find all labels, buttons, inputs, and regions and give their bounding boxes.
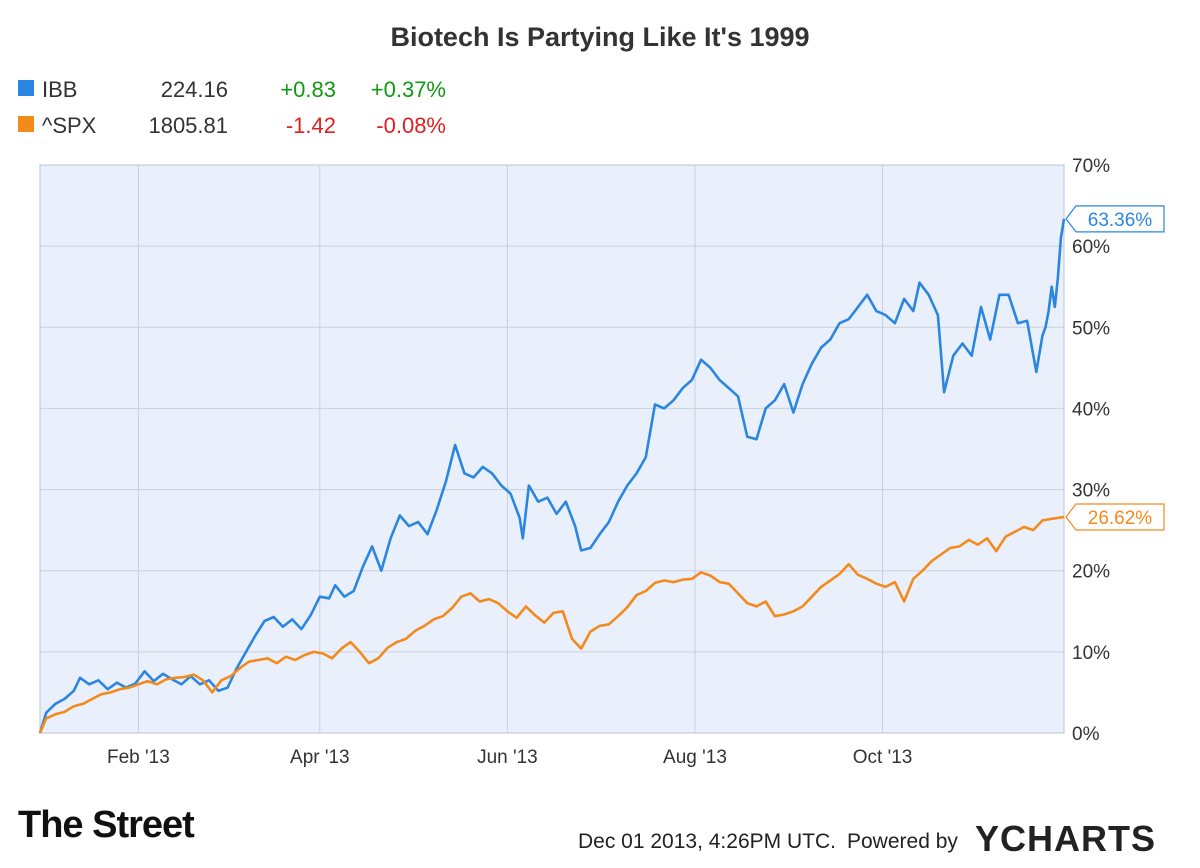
end-label-box bbox=[1065, 205, 1165, 233]
end-label-spx: 26.62% bbox=[1065, 503, 1165, 531]
end-label-ibb: 63.36% bbox=[1065, 205, 1165, 233]
legend-price-spx: 1805.81 bbox=[148, 113, 228, 138]
end-label-text: 63.36% bbox=[1088, 210, 1153, 231]
y-tick-label: 40% bbox=[1072, 399, 1110, 420]
y-tick-label: 30% bbox=[1072, 481, 1110, 502]
legend-item-spx: ^SPX 1805.81 -1.42 -0.08% bbox=[18, 113, 446, 138]
legend-change-ibb: +0.83 bbox=[280, 77, 336, 102]
legend-change-pct-ibb: +0.37% bbox=[371, 77, 446, 102]
legend-swatch-spx bbox=[18, 116, 34, 132]
gridlines bbox=[40, 165, 1064, 733]
plot-area bbox=[39, 164, 1065, 734]
powered-by-label: Powered by bbox=[847, 830, 958, 853]
y-tick-label: 0% bbox=[1072, 724, 1100, 745]
x-tick-label: Feb '13 bbox=[107, 747, 170, 768]
y-tick-label: 70% bbox=[1072, 156, 1110, 177]
series-lines bbox=[38, 218, 1066, 734]
ycharts-logo: YCHARTS bbox=[975, 818, 1156, 859]
legend-change-spx: -1.42 bbox=[286, 113, 336, 138]
legend-symbol-spx: ^SPX bbox=[42, 113, 97, 138]
x-tick-label: Oct '13 bbox=[853, 747, 913, 768]
footer: The Street Dec 01 2013, 4:26PM UTC. Powe… bbox=[18, 804, 1156, 859]
legend-item-ibb: IBB 224.16 +0.83 +0.37% bbox=[18, 77, 446, 102]
x-tick-label: Apr '13 bbox=[290, 747, 350, 768]
end-label-text: 26.62% bbox=[1088, 508, 1153, 529]
x-tick-label: Aug '13 bbox=[663, 747, 727, 768]
the-street-logo: The Street bbox=[18, 804, 195, 846]
y-tick-label: 10% bbox=[1072, 643, 1110, 664]
end-label-box bbox=[1065, 503, 1165, 531]
end-labels: 63.36% 26.62% bbox=[1065, 205, 1165, 531]
legend-symbol-ibb: IBB bbox=[42, 77, 77, 102]
x-tick-label: Jun '13 bbox=[477, 747, 538, 768]
chart-title: Biotech Is Partying Like It's 1999 bbox=[390, 22, 809, 52]
series-line-spx bbox=[38, 515, 1065, 734]
series-line-ibb bbox=[38, 218, 1066, 734]
legend: IBB 224.16 +0.83 +0.37% ^SPX 1805.81 -1.… bbox=[18, 77, 446, 138]
y-tick-label: 60% bbox=[1072, 237, 1110, 258]
y-tick-label: 50% bbox=[1072, 318, 1110, 339]
legend-swatch-ibb bbox=[18, 80, 34, 96]
timestamp: Dec 01 2013, 4:26PM UTC. bbox=[578, 830, 836, 853]
x-axis: Feb '13 Apr '13 Jun '13 Aug '13 Oct '13 bbox=[107, 747, 912, 768]
y-axis: 0% 10% 20% 30% 40% 50% 60% 70% bbox=[1072, 156, 1110, 745]
legend-price-ibb: 224.16 bbox=[161, 77, 228, 102]
legend-change-pct-spx: -0.08% bbox=[376, 113, 446, 138]
y-tick-label: 20% bbox=[1072, 562, 1110, 583]
